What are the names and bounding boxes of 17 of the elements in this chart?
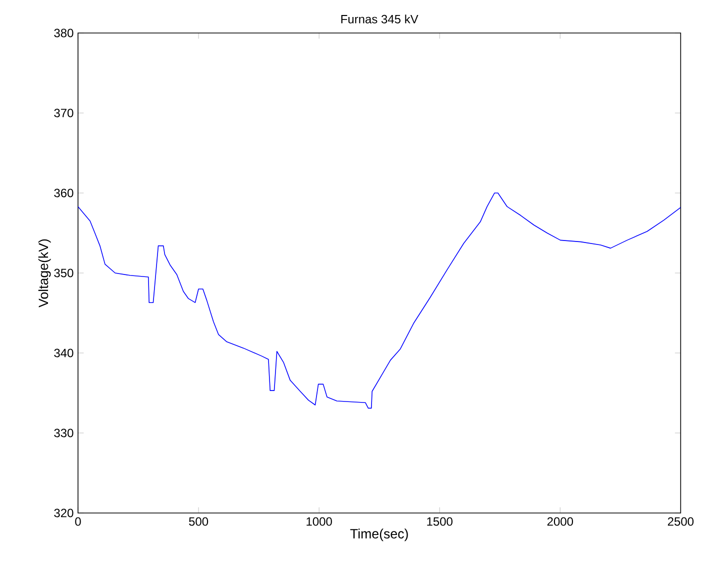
line-series [78, 192, 681, 409]
y-tick-label: 380 [54, 28, 74, 38]
x-tick-label: 2000 [547, 517, 574, 526]
chart-title: Furnas 345 kV [341, 14, 418, 24]
x-tick-label: 1000 [306, 517, 332, 526]
x-axis-title: Time(sec) [350, 528, 408, 542]
y-tick-label: 370 [54, 108, 74, 118]
y-tick-label: 340 [54, 348, 74, 358]
y-tick-label: 360 [54, 188, 74, 198]
x-tick-label: 1500 [427, 517, 452, 526]
y-axis-title: Voltage(kV) [38, 239, 51, 308]
y-tick-label: 330 [54, 428, 74, 438]
x-tick-label: 2500 [668, 517, 694, 526]
y-tick-label: 350 [54, 268, 74, 278]
x-tick-label: 0 [75, 517, 81, 526]
y-tick-label: 320 [54, 508, 74, 518]
x-tick-label: 500 [189, 517, 208, 526]
